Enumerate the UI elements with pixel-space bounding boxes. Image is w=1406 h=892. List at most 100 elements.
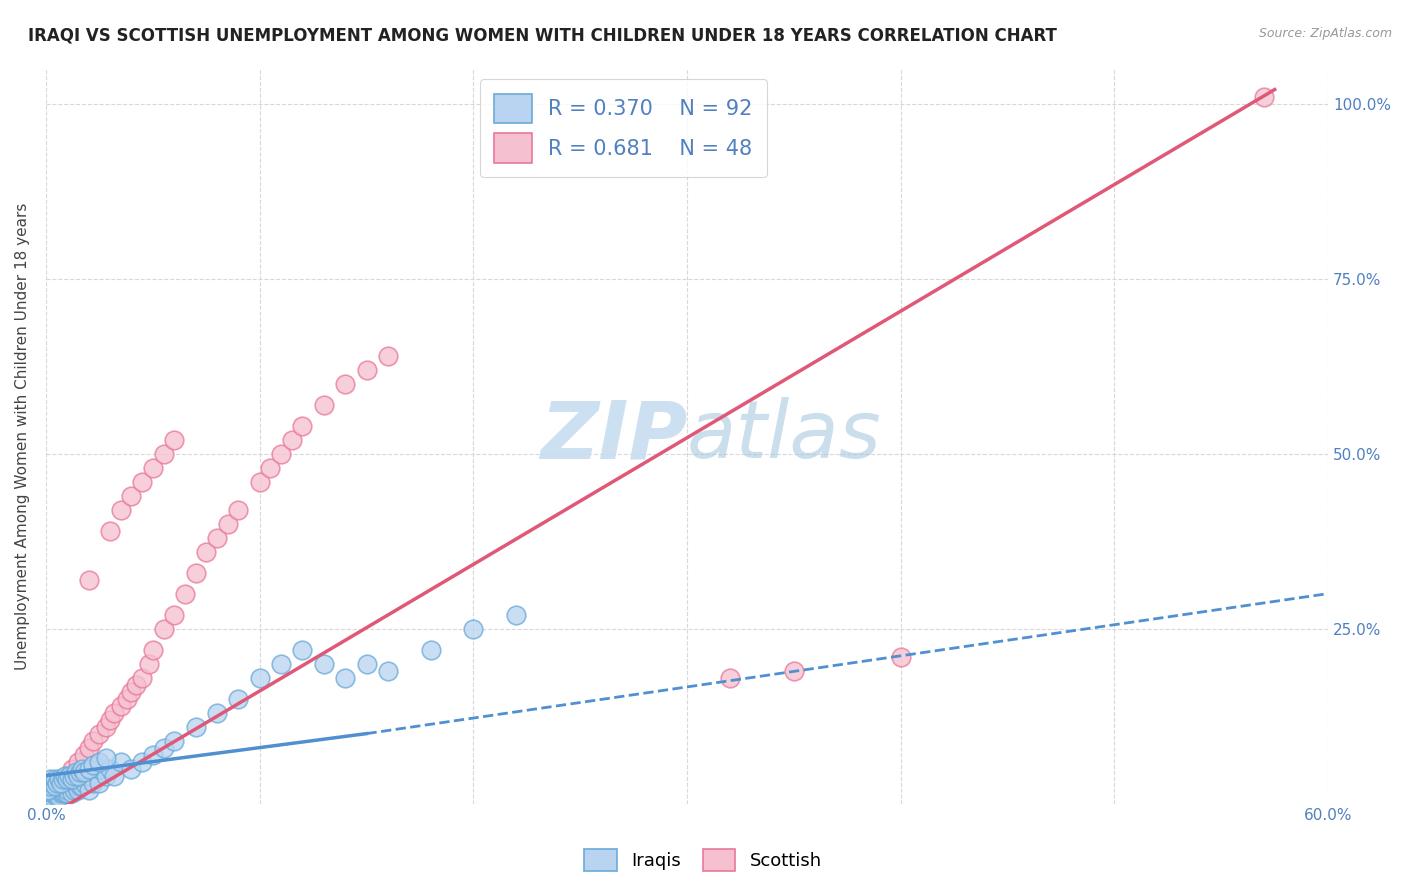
Point (56, 772, 79, 786)
Point (82, 758, 104, 772)
Point (377, 349, 399, 363)
Point (77, 762, 100, 776)
Point (205, 531, 228, 545)
Point (356, 657, 378, 671)
Point (163, 433, 186, 447)
Point (94, 751, 117, 765)
Point (52, 779, 75, 793)
Point (56, 775, 79, 789)
Point (120, 684, 142, 698)
Point (89, 755, 111, 769)
Point (35, 789, 58, 804)
Point (44, 782, 66, 797)
Point (103, 706, 125, 720)
Point (39, 779, 62, 793)
Point (60, 779, 83, 793)
Point (890, 649, 912, 664)
Point (142, 460, 165, 475)
Point (41, 789, 63, 804)
Point (280, 433, 302, 447)
Point (41, 782, 63, 797)
Point (66, 769, 89, 783)
Text: IRAQI VS SCOTTISH UNEMPLOYMENT AMONG WOMEN WITH CHILDREN UNDER 18 YEARS CORRELAT: IRAQI VS SCOTTISH UNEMPLOYMENT AMONG WOM… (28, 27, 1057, 45)
Point (226, 502, 249, 516)
Point (66, 782, 89, 797)
Point (48, 789, 70, 804)
Point (41, 775, 63, 789)
Point (718, 671, 741, 685)
Point (52, 786, 75, 800)
Point (249, 671, 271, 685)
Point (72, 762, 94, 776)
Point (249, 475, 271, 489)
Point (49, 786, 72, 800)
Text: Source: ZipAtlas.com: Source: ZipAtlas.com (1258, 27, 1392, 40)
Point (39, 772, 62, 786)
Point (120, 762, 142, 776)
Point (48, 782, 70, 797)
Point (48, 772, 70, 786)
Point (52, 775, 75, 789)
Point (152, 740, 174, 755)
Point (142, 747, 165, 762)
Point (110, 698, 132, 713)
Point (44, 786, 66, 800)
Legend: Iraqis, Scottish: Iraqis, Scottish (576, 842, 830, 879)
Point (184, 720, 207, 734)
Point (77, 573, 100, 587)
Point (73, 765, 96, 780)
Point (152, 446, 174, 460)
Point (142, 642, 165, 657)
Text: ZIP: ZIP (540, 397, 688, 475)
Point (94, 769, 117, 783)
Point (89, 775, 111, 789)
Point (110, 502, 132, 516)
Point (783, 664, 806, 678)
Point (356, 362, 378, 376)
Point (94, 720, 117, 734)
Point (65, 779, 87, 793)
Point (291, 642, 314, 657)
Point (35, 782, 58, 797)
Point (66, 775, 89, 789)
Point (163, 733, 186, 747)
Point (463, 622, 485, 636)
Point (152, 622, 174, 636)
Point (184, 566, 207, 580)
Point (60, 786, 83, 800)
Point (35, 786, 58, 800)
Point (56, 769, 79, 783)
Point (35, 793, 58, 807)
Point (163, 607, 186, 622)
Point (89, 762, 111, 776)
Point (35, 775, 58, 789)
Point (103, 769, 125, 783)
Point (37, 793, 59, 807)
Point (58, 769, 80, 783)
Y-axis label: Unemployment Among Women with Children Under 18 years: Unemployment Among Women with Children U… (15, 202, 30, 670)
Point (39, 782, 62, 797)
Point (39, 786, 62, 800)
Point (98, 713, 121, 727)
Point (259, 460, 281, 475)
Point (62, 782, 84, 797)
Point (53, 786, 76, 800)
Point (60, 772, 83, 786)
Point (37, 789, 59, 804)
Point (1253, 89, 1275, 103)
Point (131, 671, 153, 685)
Point (120, 489, 142, 503)
Point (45, 789, 67, 804)
Point (270, 657, 292, 671)
Point (65, 765, 87, 780)
Point (195, 544, 218, 558)
Point (45, 775, 67, 789)
Point (89, 726, 111, 740)
Point (98, 524, 121, 538)
Point (56, 786, 79, 800)
Point (66, 755, 89, 769)
Point (131, 475, 153, 489)
Point (53, 769, 76, 783)
Point (291, 418, 314, 433)
Point (77, 782, 100, 797)
